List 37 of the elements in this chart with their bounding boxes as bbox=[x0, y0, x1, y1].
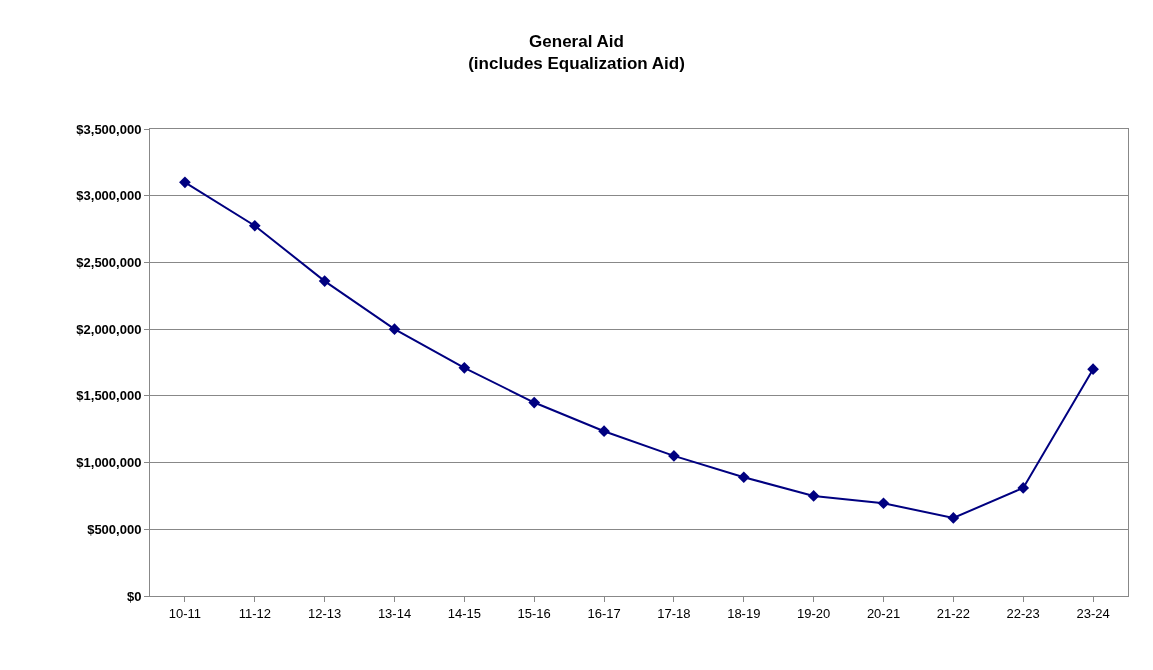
y-tick-label: $2,000,000 bbox=[76, 321, 142, 337]
y-tick-label: $0 bbox=[126, 588, 142, 604]
y-tick-label: $1,500,000 bbox=[76, 388, 142, 404]
point bbox=[388, 323, 401, 335]
point bbox=[807, 490, 820, 502]
x-tick-label: 23-24 bbox=[1076, 605, 1110, 621]
point bbox=[668, 450, 680, 462]
x-tick-label: 15-16 bbox=[517, 605, 551, 621]
x-tick-label: 19-20 bbox=[797, 605, 831, 621]
point bbox=[179, 176, 191, 189]
y-tick-label: $500,000 bbox=[87, 521, 142, 537]
x-tick-label: 10-11 bbox=[168, 605, 202, 621]
y-tick-label: $3,500,000 bbox=[76, 121, 142, 137]
y-tick-label: $1,000,000 bbox=[76, 455, 142, 471]
point bbox=[1087, 363, 1099, 376]
point bbox=[737, 471, 750, 484]
x-tick-label: 14-15 bbox=[447, 605, 481, 621]
point bbox=[877, 497, 890, 510]
x-tick-label: 13-14 bbox=[377, 605, 412, 621]
x-tick-label: 18-19 bbox=[727, 605, 761, 621]
point bbox=[947, 512, 960, 524]
point bbox=[318, 275, 331, 287]
point bbox=[248, 219, 261, 232]
y-tick-label: $2,500,000 bbox=[76, 254, 142, 270]
point bbox=[528, 396, 541, 409]
x-tick-label: 17-18 bbox=[657, 605, 691, 621]
point bbox=[598, 425, 610, 438]
y-tick-label: $3,000,000 bbox=[76, 188, 142, 204]
x-tick-label: 16-17 bbox=[587, 605, 621, 621]
x-tick-label: 21-22 bbox=[936, 605, 970, 621]
chart-title: General Aid (includes Equalization Aid) bbox=[468, 31, 685, 73]
x-tick-label: 22-23 bbox=[1006, 605, 1040, 621]
point bbox=[1017, 482, 1030, 494]
x-tick-label: 11-12 bbox=[238, 605, 271, 621]
point bbox=[458, 361, 471, 374]
x-tick-label: 20-21 bbox=[866, 605, 901, 621]
x-tick-label: 12-13 bbox=[308, 605, 342, 621]
